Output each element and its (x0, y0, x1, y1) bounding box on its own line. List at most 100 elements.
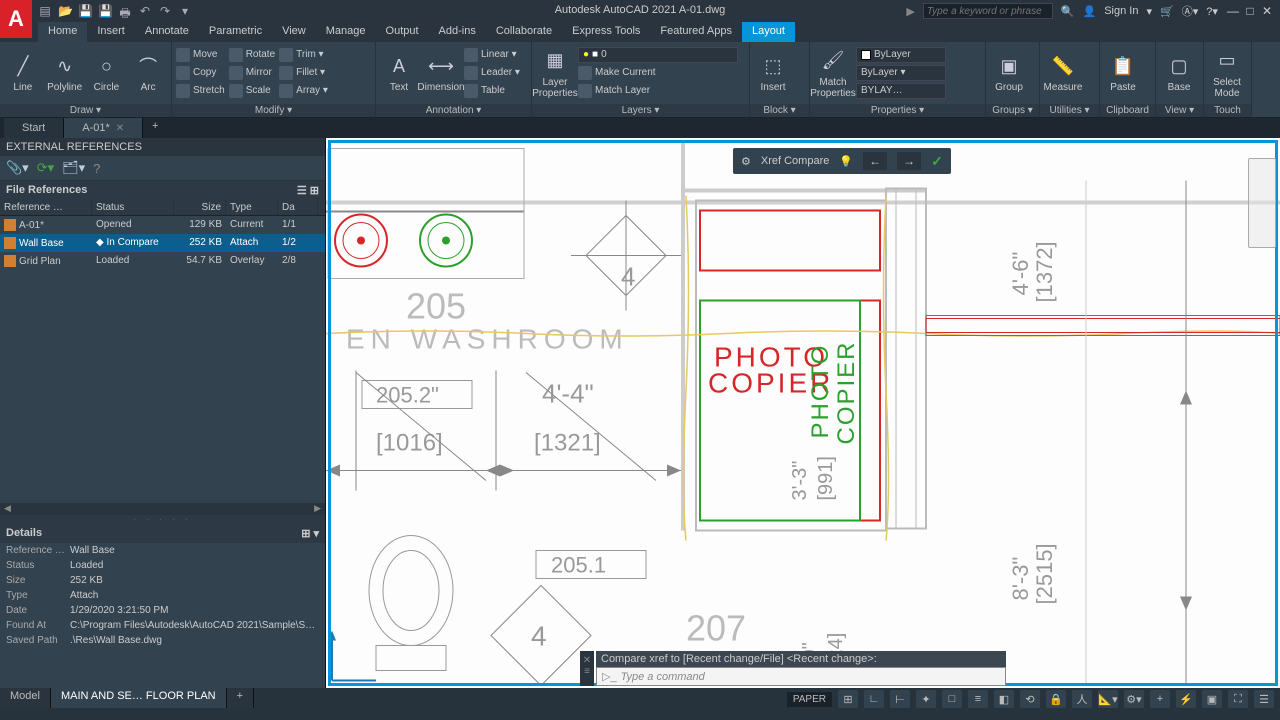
customization[interactable]: ☰ (1254, 690, 1274, 708)
anno-vis[interactable]: 人 (1072, 690, 1092, 708)
qat-undo-icon[interactable]: ↶ (138, 4, 152, 18)
isolate-objects[interactable]: ▣ (1202, 690, 1222, 708)
tab-insert[interactable]: Insert (87, 22, 135, 42)
array-button[interactable]: Array ▾ (279, 83, 328, 99)
search-icon[interactable]: 🔍 (1061, 5, 1075, 18)
panel-properties[interactable]: Properties ▾ (810, 104, 985, 117)
view-options-icon[interactable]: ☰ ⊞ (297, 184, 319, 197)
tab-output[interactable]: Output (376, 22, 429, 42)
drawing-canvas[interactable]: ⚙ Xref Compare 💡 ← → ✓ (326, 138, 1280, 688)
help-icon-small[interactable]: ? (93, 161, 100, 176)
doctab-close-icon[interactable]: ✕ (116, 123, 124, 134)
snap-toggle[interactable]: ∟ (864, 690, 884, 708)
select-mode-button[interactable]: ▭Select Mode (1208, 47, 1246, 99)
group-button[interactable]: ▣Group (990, 52, 1028, 93)
polyline-button[interactable]: ∿Polyline (46, 52, 84, 93)
tab-collaborate[interactable]: Collaborate (486, 22, 562, 42)
navigation-bar[interactable] (1248, 158, 1276, 248)
compare-settings-icon[interactable]: ⚙ (741, 155, 751, 168)
h-scrollbar[interactable]: ◀▶ (0, 503, 325, 515)
panel-clipboard[interactable]: Clipboard (1100, 104, 1155, 117)
doctab-active[interactable]: A-01*✕ (64, 118, 143, 138)
arc-button[interactable]: ⌒Arc (129, 52, 167, 93)
anno-monitor[interactable]: + (1150, 690, 1170, 708)
panel-touch[interactable]: Touch (1204, 104, 1251, 117)
base-button[interactable]: ▢Base (1160, 52, 1198, 93)
scale-button[interactable]: Scale (229, 83, 275, 99)
app-switcher-icon[interactable]: Ⓐ▾ (1182, 3, 1199, 19)
tab-layout[interactable]: Layout (742, 22, 795, 42)
selection-cycling[interactable]: ⟲ (1020, 690, 1040, 708)
cmdline-input[interactable]: Type a command (621, 671, 705, 683)
clean-screen[interactable]: ⛶ (1228, 690, 1248, 708)
share-icon[interactable]: ▶ (906, 5, 914, 18)
panel-view[interactable]: View ▾ (1156, 104, 1203, 117)
bulb-icon[interactable]: 💡 (839, 155, 853, 168)
qat-open-icon[interactable]: 📂 (58, 4, 72, 18)
insert-button[interactable]: ⬚Insert (754, 52, 792, 93)
cmdline-close-icon[interactable]: ✕≡ (580, 651, 594, 686)
tab-featuredapps[interactable]: Featured Apps (650, 22, 742, 42)
accept-button[interactable]: ✓ (931, 153, 943, 170)
xref-row[interactable]: Grid Plan Loaded 54.7 KB Overlay 2/8 (0, 252, 325, 270)
grid-toggle[interactable]: ⊞ (838, 690, 858, 708)
attach-icon[interactable]: 📎▾ (6, 160, 29, 176)
linear-button[interactable]: Linear ▾ (464, 47, 520, 63)
lineweight-dropdown[interactable]: ByLayer ▾ (856, 65, 946, 81)
panel-draw[interactable]: Draw ▾ (0, 104, 171, 117)
transparency-toggle[interactable]: ◧ (994, 690, 1014, 708)
add-layout-button[interactable]: + (227, 688, 254, 708)
help-search-input[interactable] (923, 3, 1053, 19)
layout-tab-active[interactable]: MAIN AND SE… FLOOR PLAN (51, 688, 227, 708)
ortho-toggle[interactable]: ⊢ (890, 690, 910, 708)
leader-button[interactable]: Leader ▾ (464, 65, 520, 81)
rotate-button[interactable]: Rotate (229, 47, 275, 63)
layer-properties-button[interactable]: ▦Layer Properties (536, 47, 574, 99)
anno-scale[interactable]: 🔒 (1046, 690, 1066, 708)
panel-block[interactable]: Block ▾ (750, 104, 809, 117)
fillet-button[interactable]: Fillet ▾ (279, 65, 328, 81)
table-button[interactable]: Table (464, 83, 520, 99)
qat-plot-icon[interactable]: 🖶 (118, 4, 132, 18)
measure-button[interactable]: 📏Measure (1044, 52, 1082, 93)
xref-row[interactable]: Wall Base ◆ In Compare 252 KB Attach 1/2 (0, 234, 325, 252)
cart-icon[interactable]: 🛒 (1160, 5, 1174, 18)
panel-layers[interactable]: Layers ▾ (532, 104, 749, 117)
panel-utilities[interactable]: Utilities ▾ (1040, 104, 1099, 117)
panel-groups[interactable]: Groups ▾ (986, 104, 1039, 117)
text-button[interactable]: AText (380, 52, 418, 93)
qat-redo-icon[interactable]: ↷ (158, 4, 172, 18)
dropdown-icon[interactable]: ▾ (1146, 5, 1152, 18)
close-button[interactable]: ✕ (1260, 4, 1274, 18)
tab-parametric[interactable]: Parametric (199, 22, 272, 42)
circle-button[interactable]: ○Circle (88, 52, 126, 93)
make-current-button[interactable]: Make Current (578, 65, 745, 81)
doctab-start[interactable]: Start (4, 118, 64, 138)
tab-view[interactable]: View (272, 22, 316, 42)
match-properties-button[interactable]: 🖌Match Properties (814, 47, 852, 99)
qat-save-icon[interactable]: 💾 (78, 4, 92, 18)
tab-home[interactable]: Home (38, 22, 87, 42)
polar-toggle[interactable]: ✦ (916, 690, 936, 708)
add-tab-button[interactable]: + (143, 118, 167, 138)
command-line[interactable]: ✕≡ Compare xref to [Recent change/File] … (596, 651, 1006, 686)
next-change-button[interactable]: → (897, 152, 921, 170)
lwt-toggle[interactable]: ≡ (968, 690, 988, 708)
minimize-button[interactable]: — (1226, 4, 1240, 18)
signin-button[interactable]: Sign In (1104, 5, 1138, 17)
move-button[interactable]: Move (176, 47, 225, 63)
splitter[interactable]: · · · · · (0, 515, 325, 524)
paper-badge[interactable]: PAPER (787, 692, 832, 707)
change-path-icon[interactable]: 🗂▾ (62, 160, 85, 176)
app-logo[interactable]: A (0, 0, 32, 38)
match-layer-button[interactable]: Match Layer (578, 83, 745, 99)
copy-button[interactable]: Copy (176, 65, 225, 81)
details-view-icon[interactable]: ⊞ ▾ (301, 527, 319, 540)
line-button[interactable]: ╱Line (4, 52, 42, 93)
trim-button[interactable]: Trim ▾ (279, 47, 328, 63)
tab-manage[interactable]: Manage (316, 22, 376, 42)
user-icon[interactable]: 👤 (1083, 5, 1097, 18)
maximize-button[interactable]: □ (1243, 4, 1257, 18)
mirror-button[interactable]: Mirror (229, 65, 275, 81)
prev-change-button[interactable]: ← (863, 152, 887, 170)
